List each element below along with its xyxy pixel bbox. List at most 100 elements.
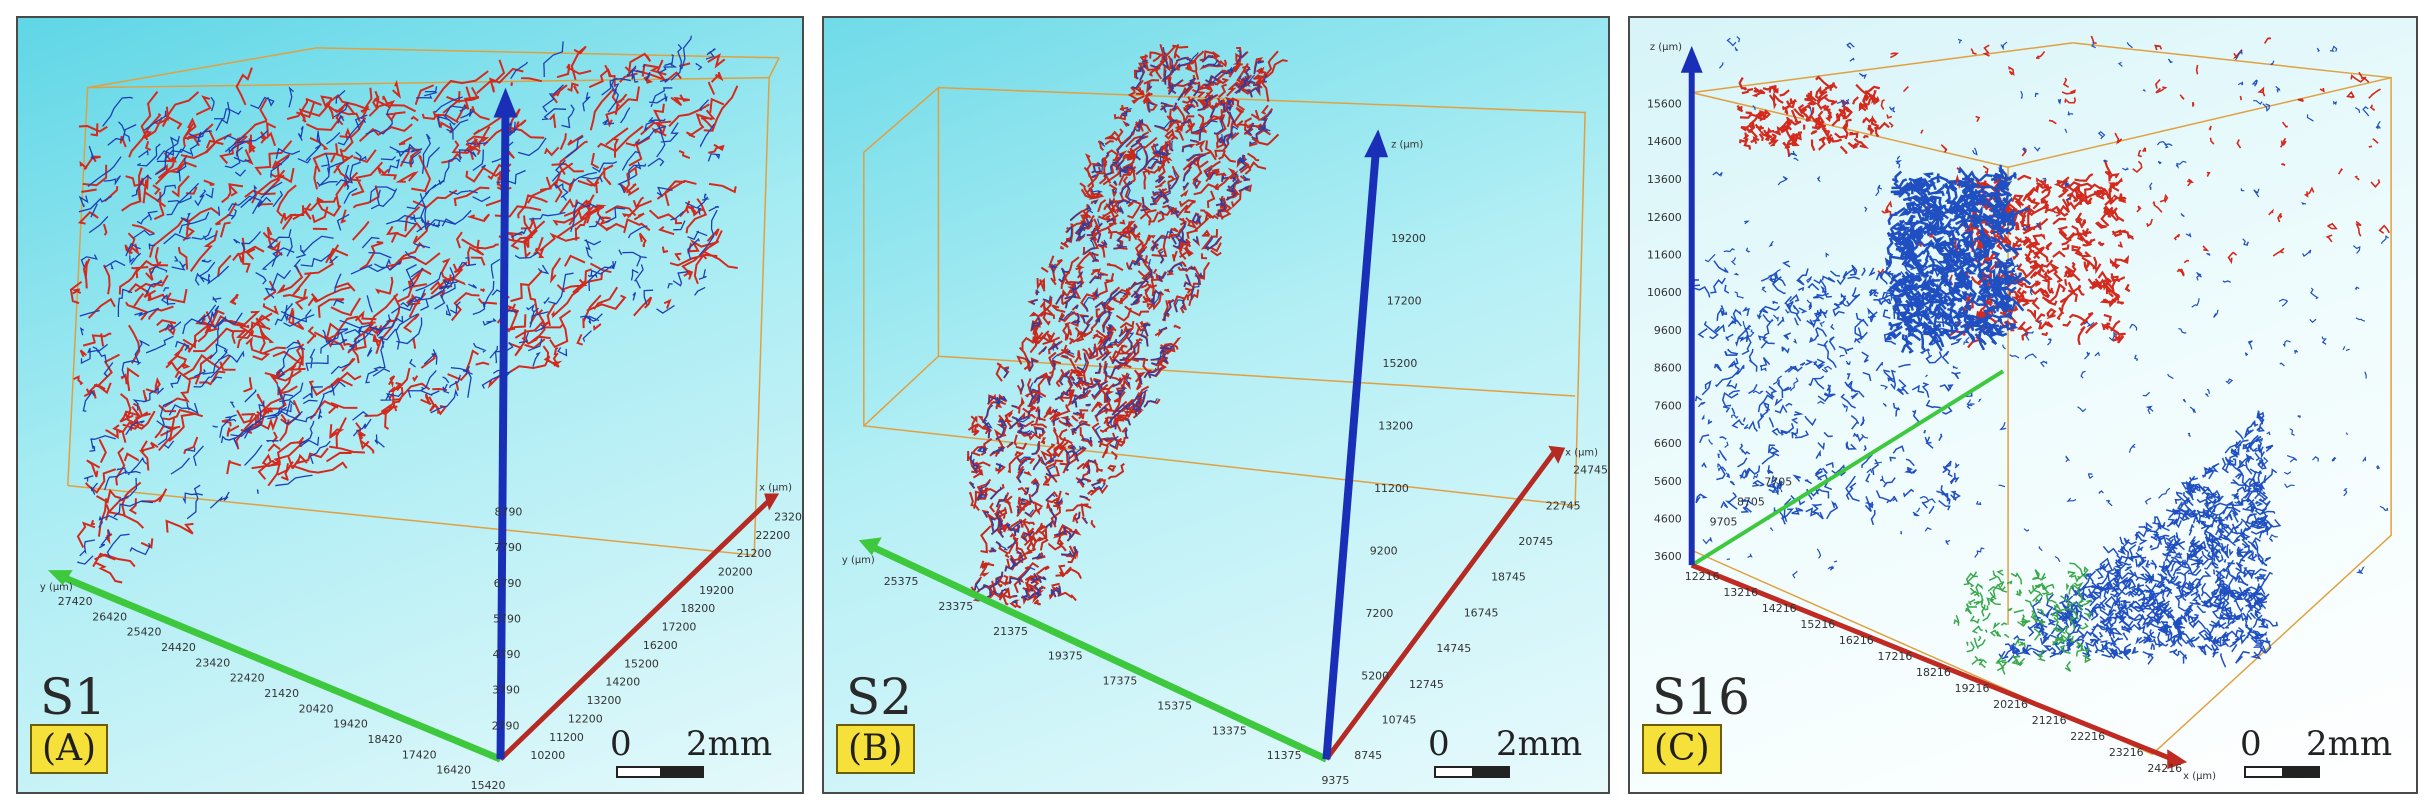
- tick-label: 23200: [774, 510, 802, 523]
- tick-label: 11200: [549, 731, 584, 744]
- tick-label: 7200: [1366, 607, 1394, 620]
- scale-zero: 0: [610, 724, 632, 764]
- tick-label: 21200: [737, 547, 772, 560]
- tick-label: 12745: [1409, 678, 1444, 691]
- tick-label: 15600: [1647, 98, 1682, 111]
- scale-length: 2mm: [1496, 724, 1583, 764]
- x-axis-arrow: [1548, 445, 1566, 464]
- x-axis-ticks: 23200 22200 21200 20200 19200 18200 17200 16200…: [530, 510, 802, 762]
- tick-label: 9200: [1370, 545, 1398, 558]
- scale-bar: [1434, 766, 1510, 778]
- y-axis-line: [1690, 369, 2005, 567]
- tick-label: 20420: [299, 702, 334, 715]
- z-axis-unit: z (μm): [1650, 42, 1682, 53]
- bounding-box: [1690, 42, 2392, 756]
- tick-label: 15420: [471, 779, 506, 792]
- tick-label: 2790: [492, 719, 520, 732]
- tick-label: 5790: [493, 612, 521, 625]
- tick-label: 22216: [2070, 730, 2105, 743]
- tick-label: 11600: [1647, 248, 1682, 261]
- x-axis-line: [1690, 562, 2174, 762]
- tick-label: 19375: [1048, 650, 1083, 663]
- tick-label: 22200: [755, 529, 790, 542]
- tick-label: 20200: [718, 566, 753, 579]
- tick-label: 14200: [605, 676, 640, 689]
- y-axis-ticks: 25375 23375 21375 19375 17375 15375 13375 11375…: [884, 575, 1350, 787]
- tick-label: 7790: [494, 541, 522, 554]
- tick-label: 16216: [1839, 634, 1874, 647]
- pore-network-blue: [969, 47, 1272, 605]
- tick-label: 7600: [1654, 399, 1682, 412]
- pore-network-blue: [1692, 36, 2389, 668]
- y-axis-line: [56, 571, 502, 763]
- tick-label: 8600: [1654, 362, 1682, 375]
- scale-bar: [2244, 766, 2320, 778]
- tick-label: 17420: [402, 748, 437, 761]
- tick-label: 17375: [1103, 675, 1138, 688]
- tick-label: 15375: [1157, 699, 1192, 712]
- panel-a: y (μm) x (μm) 27420 26420 25420 24420 23420 2…: [16, 16, 804, 794]
- tick-label: 11375: [1267, 749, 1302, 762]
- panel-badge: (A): [30, 724, 109, 774]
- tick-label: 20216: [1993, 698, 2028, 711]
- scale-length: 2mm: [686, 724, 773, 764]
- tick-label: 15200: [1383, 357, 1418, 370]
- tick-label: 7705: [1764, 476, 1792, 489]
- x-axis-line: [498, 498, 771, 761]
- tick-label: 10600: [1647, 286, 1682, 299]
- tick-label: 3600: [1654, 550, 1682, 563]
- z-axis-arrow: [1364, 129, 1389, 158]
- tick-label: 20745: [1518, 535, 1553, 548]
- tick-label: 27420: [58, 595, 93, 608]
- tick-label: 6600: [1654, 437, 1682, 450]
- tick-label: 10200: [530, 749, 565, 762]
- y-axis-arrow: [858, 537, 882, 556]
- x-axis-arrow: [2167, 749, 2188, 770]
- tick-label: 13200: [1378, 419, 1413, 432]
- scale-zero: 0: [1428, 724, 1450, 764]
- tick-label: 12200: [568, 712, 603, 725]
- tick-label: 15200: [624, 657, 659, 670]
- tick-label: 8745: [1354, 749, 1382, 762]
- y-axis-ticks: 9705 8705 7705: [1710, 476, 1793, 529]
- tick-label: 13200: [587, 694, 622, 707]
- z-axis-ticks: 15600 14600 13600 12600 11600 10600 9600 8600 76…: [1647, 98, 1682, 564]
- tick-label: 16745: [1464, 606, 1499, 619]
- tick-label: 23216: [2109, 746, 2144, 759]
- tick-label: 17200: [662, 621, 697, 634]
- tick-label: 14600: [1647, 135, 1682, 148]
- tick-label: 25375: [884, 575, 919, 588]
- y-axis-arrow: [47, 570, 73, 586]
- tick-label: 26420: [92, 610, 127, 623]
- z-axis-arrow: [1680, 45, 1703, 73]
- tick-label: 3790: [492, 684, 520, 697]
- panel-b-plot: y (μm) x (μm) z (μm) 25375 23375 21375 1937…: [842, 43, 1608, 787]
- y-axis-line: [867, 542, 1328, 763]
- sample-label: S16: [1652, 668, 1750, 726]
- tick-label: 19200: [1391, 232, 1426, 245]
- tick-label: 9375: [1321, 774, 1349, 787]
- x-axis-unit: x (μm): [2183, 771, 2216, 782]
- tick-label: 16200: [643, 639, 678, 652]
- tick-label: 14745: [1436, 642, 1471, 655]
- tick-label: 9600: [1654, 324, 1682, 337]
- pore-network-green: [1953, 562, 2093, 675]
- pore-network-blue: [76, 35, 721, 565]
- y-axis-unit: y (μm): [842, 555, 875, 566]
- z-axis-unit: z (μm): [1391, 139, 1423, 150]
- tick-label: 11200: [1374, 482, 1409, 495]
- x-axis-arrow: [764, 493, 780, 511]
- x-axis-ticks: 24745 22745 20745 18745 16745 14745 12745 10745…: [1354, 464, 1608, 763]
- pore-network-red: [966, 43, 1288, 609]
- tick-label: 5600: [1654, 475, 1682, 488]
- bounding-box: [863, 86, 1586, 507]
- tick-label: 24745: [1573, 464, 1608, 477]
- tick-label: 22745: [1546, 499, 1581, 512]
- tick-label: 24420: [161, 641, 196, 654]
- x-axis-unit: x (μm): [1565, 448, 1598, 459]
- y-axis-unit: y (μm): [40, 582, 73, 593]
- tick-label: 12216: [1685, 570, 1720, 583]
